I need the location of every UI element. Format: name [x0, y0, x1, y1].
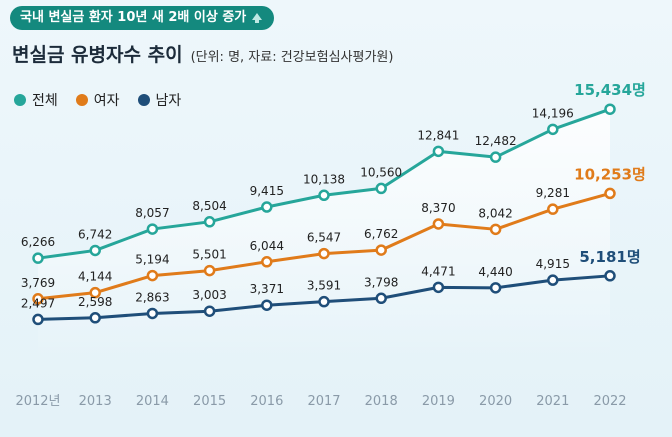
data-label-female-0: 3,769	[21, 276, 55, 290]
point-female-3	[203, 264, 216, 277]
point-total-8	[489, 151, 502, 163]
data-label-male-10: 5,181명	[579, 248, 640, 266]
x-tick-label-9: 2021	[536, 394, 569, 409]
point-total-4	[261, 201, 273, 213]
header-badge: 국내 변실금 환자 10년 새 2배 이상 증가	[10, 6, 275, 30]
data-label-total-1: 6,742	[78, 227, 112, 241]
data-label-female-2: 5,194	[135, 253, 169, 267]
point-total-7	[432, 145, 445, 158]
point-total-1	[89, 244, 101, 257]
point-total-9	[547, 123, 559, 136]
data-label-female-4: 6,044	[250, 239, 284, 253]
point-total-0	[32, 252, 44, 264]
point-male-1	[89, 312, 101, 324]
legend-dot-total	[14, 94, 26, 106]
data-label-female-9: 9,281	[536, 186, 570, 200]
point-male-9	[547, 274, 559, 286]
chart-title: 변실금 유병자수 추이	[12, 44, 183, 66]
data-label-total-3: 8,504	[192, 199, 226, 213]
data-label-female-7: 8,370	[421, 201, 455, 215]
data-label-female-8: 8,042	[478, 206, 512, 220]
x-tick-label-2: 2014	[136, 394, 169, 409]
up-arrow-icon	[252, 13, 263, 23]
data-label-total-7: 12,841	[417, 128, 459, 142]
chart-subtitle: (단위: 명, 자료: 건강보험심사평가원)	[190, 50, 394, 65]
data-label-male-0: 2,497	[21, 296, 55, 310]
data-label-male-4: 3,371	[250, 282, 284, 296]
data-label-male-6: 3,798	[364, 275, 398, 289]
point-male-7	[432, 281, 445, 294]
point-male-4	[261, 299, 273, 311]
point-male-10	[604, 270, 616, 282]
point-male-0	[32, 313, 44, 326]
data-label-female-5: 6,547	[307, 231, 341, 245]
data-label-total-9: 14,196	[532, 106, 574, 120]
point-total-5	[318, 189, 330, 202]
point-female-4	[261, 256, 273, 268]
point-male-8	[489, 282, 502, 294]
point-total-6	[375, 182, 387, 195]
x-tick-label-10: 2022	[593, 394, 626, 409]
point-female-9	[547, 203, 559, 215]
data-label-male-2: 2,863	[135, 290, 169, 304]
data-label-total-2: 8,057	[135, 206, 169, 220]
x-tick-label-5: 2017	[307, 394, 340, 409]
point-female-2	[146, 269, 159, 282]
x-tick-label-8: 2020	[479, 394, 512, 409]
x-tick-label-4: 2016	[250, 394, 283, 409]
point-female-7	[432, 218, 445, 230]
point-female-5	[318, 247, 330, 260]
x-tick-label-3: 2015	[193, 394, 226, 409]
x-tick-label-6: 2018	[365, 394, 398, 409]
total-area-fill	[38, 109, 610, 360]
point-total-3	[203, 216, 216, 228]
point-female-0	[32, 293, 44, 305]
data-label-male-5: 3,591	[307, 279, 341, 293]
x-tick-label-7: 2019	[422, 394, 455, 409]
data-label-male-1: 2,598	[78, 295, 112, 309]
title-row: 변실금 유병자수 추이 (단위: 명, 자료: 건강보험심사평가원)	[12, 40, 393, 67]
legend-label-total: 전체	[32, 93, 58, 109]
data-label-male-7: 4,471	[421, 264, 455, 278]
data-label-male-3: 3,003	[192, 288, 226, 302]
point-total-10	[604, 103, 616, 115]
point-female-1	[89, 286, 101, 299]
data-label-female-10: 10,253명	[574, 165, 646, 183]
point-total-2	[146, 223, 159, 235]
legend-label-male: 남자	[155, 93, 182, 109]
x-tick-label-0: 2012년	[15, 394, 60, 409]
data-label-female-6: 6,762	[364, 227, 398, 241]
point-male-6	[375, 292, 387, 305]
point-male-2	[146, 307, 159, 320]
legend-item-male: 남자	[137, 90, 182, 110]
legend-dot-male	[137, 94, 150, 106]
data-label-total-4: 9,415	[250, 184, 284, 198]
data-label-total-0: 6,266	[21, 235, 55, 249]
badge-text: 국내 변실금 환자 10년 새 2배 이상 증가	[20, 10, 247, 25]
data-label-male-9: 4,915	[536, 257, 570, 271]
point-female-6	[375, 244, 387, 256]
data-label-female-3: 5,501	[192, 248, 226, 262]
legend-dot-female	[75, 94, 88, 106]
point-male-5	[318, 295, 330, 308]
point-female-8	[489, 223, 502, 236]
data-label-total-6: 10,560	[360, 165, 402, 179]
point-female-10	[604, 187, 616, 200]
legend-item-total: 전체	[14, 90, 58, 110]
data-label-total-5: 10,138	[303, 172, 345, 186]
data-label-male-8: 4,440	[478, 265, 512, 279]
point-male-3	[203, 305, 216, 317]
legend-label-female: 여자	[93, 93, 120, 109]
data-label-total-10: 15,434명	[574, 81, 646, 99]
legend: 전체 여자 남자	[14, 90, 181, 110]
legend-item-female: 여자	[75, 90, 120, 110]
x-tick-label-1: 2013	[79, 394, 112, 409]
data-label-total-8: 12,482	[475, 134, 517, 148]
data-label-female-1: 4,144	[78, 270, 112, 284]
